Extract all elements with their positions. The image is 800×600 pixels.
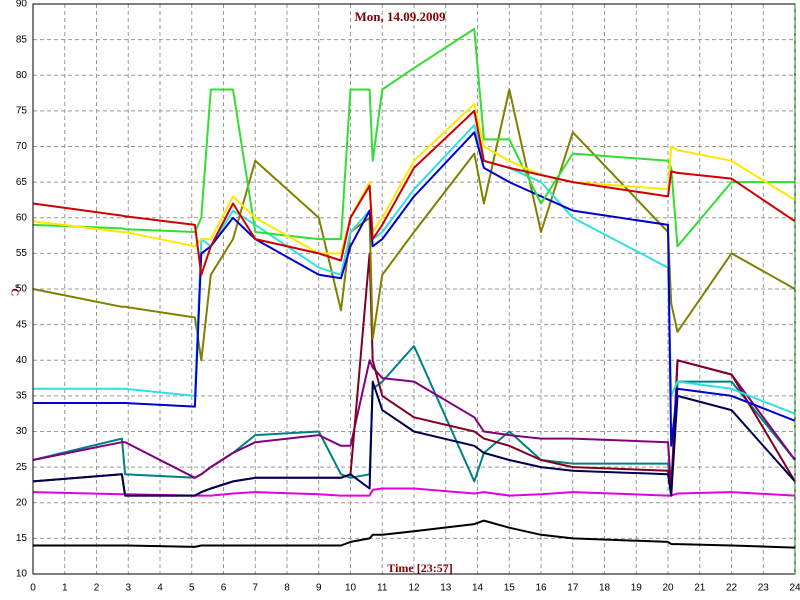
x-tick-label: 4	[157, 583, 163, 594]
y-tick-label: 20	[16, 497, 28, 508]
x-tick-label: 5	[189, 583, 195, 594]
series-line	[32, 487, 796, 497]
y-tick-label: 30	[16, 426, 28, 437]
x-tick-label: 13	[440, 583, 452, 594]
y-tick-label: 55	[16, 248, 28, 259]
x-tick-label: 18	[599, 583, 611, 594]
x-tick-label: 14	[472, 583, 484, 594]
x-tick-label: 22	[726, 583, 738, 594]
x-tick-label: 7	[252, 583, 258, 594]
series-line	[32, 109, 796, 276]
x-tick-label: 8	[284, 583, 290, 594]
x-tick-label: 1	[62, 583, 68, 594]
x-axis-label: Time [23:57]	[387, 561, 452, 575]
series-line	[32, 27, 795, 248]
y-tick-label: 85	[16, 34, 28, 45]
series-line	[32, 359, 796, 490]
y-tick-label: 35	[16, 391, 28, 402]
y-tick-label: 60	[16, 212, 28, 223]
x-tick-label: 23	[758, 583, 770, 594]
y-tick-label: 70	[16, 141, 28, 152]
y-tick-label: 45	[16, 319, 28, 330]
x-tick-label: 17	[567, 583, 579, 594]
x-tick-label: 21	[694, 583, 706, 594]
x-tick-label: 10	[345, 583, 357, 594]
y-axis-label: °C	[8, 284, 20, 296]
x-tick-label: 16	[535, 583, 547, 594]
y-tick-label: 50	[16, 284, 28, 295]
x-tick-label: 11	[377, 583, 388, 594]
x-tick-label: 9	[316, 583, 322, 594]
series-line	[33, 519, 796, 549]
lines	[32, 27, 796, 549]
x-tick-label: 20	[662, 583, 674, 594]
y-tick-label: 40	[16, 355, 28, 366]
y-tick-label: 65	[16, 177, 28, 188]
x-tick-label: 6	[221, 583, 227, 594]
x-tick-label: 3	[125, 583, 131, 594]
chart-title: Mon, 14.09.2009	[355, 9, 447, 24]
x-tick-label: 24	[789, 583, 800, 594]
series-line	[32, 380, 796, 497]
y-tick-label: 25	[16, 462, 28, 473]
series-line	[33, 131, 796, 447]
y-tick-label: 75	[16, 106, 28, 117]
x-tick-label: 2	[94, 583, 100, 594]
y-tick-label: 10	[16, 569, 28, 580]
x-tick-label: 19	[631, 583, 643, 594]
y-tick-label: 80	[16, 70, 28, 81]
y-tick-label: 90	[16, 0, 28, 10]
x-tick-label: 0	[30, 583, 36, 594]
y-tick-label: 15	[16, 533, 28, 544]
x-tick-label: 12	[408, 583, 420, 594]
x-tick-label: 15	[504, 583, 516, 594]
